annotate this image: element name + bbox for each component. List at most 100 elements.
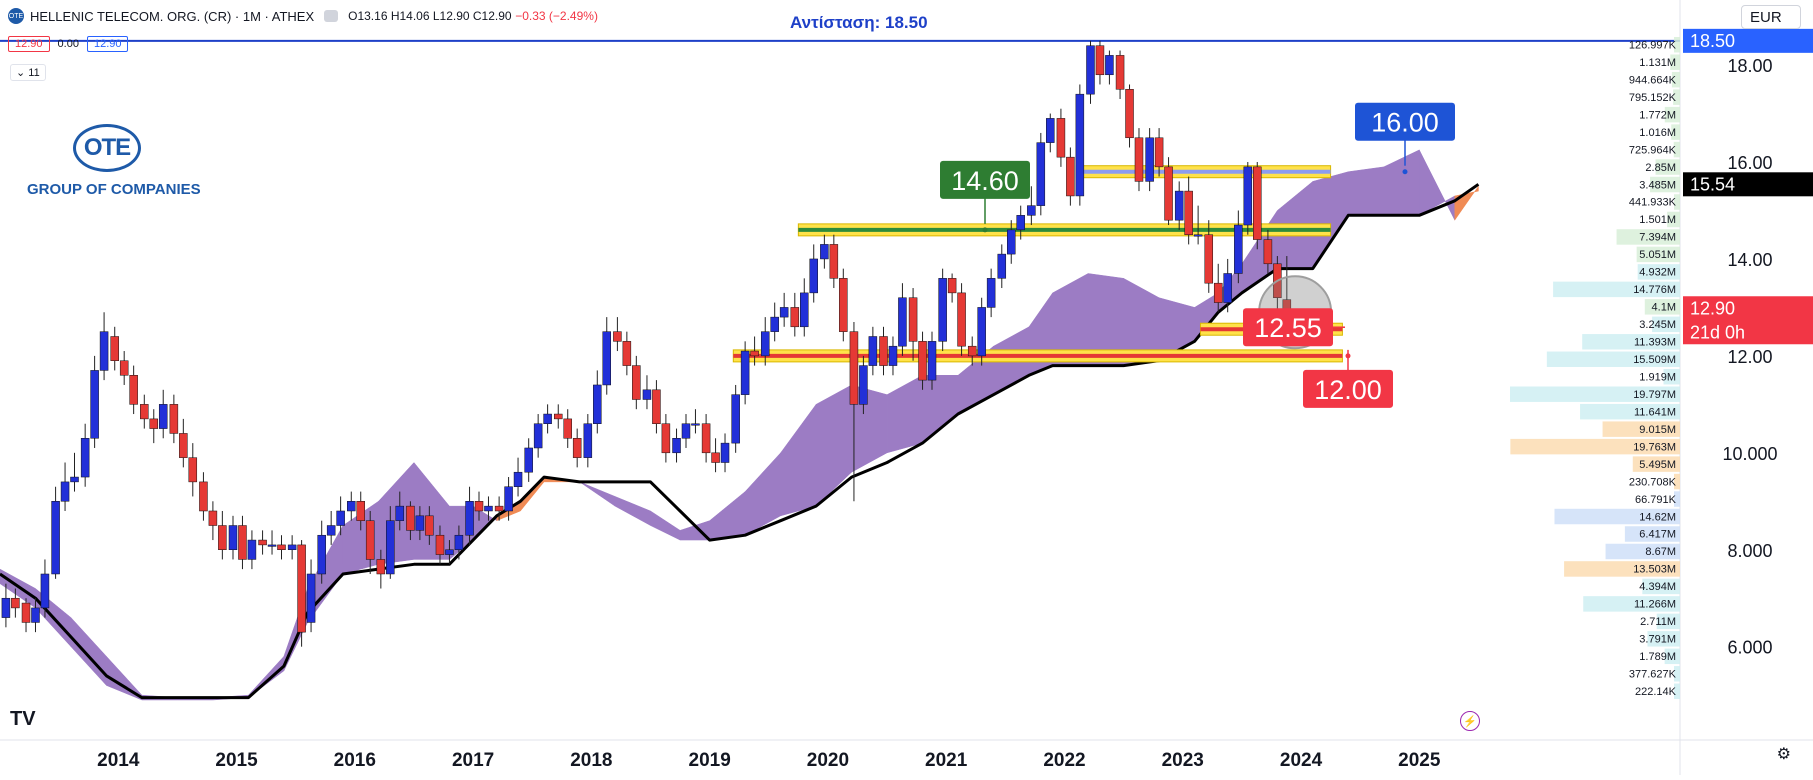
candle	[494, 505, 504, 512]
candle	[21, 602, 31, 623]
volume-profile-label: 19.763M	[1633, 441, 1676, 453]
candle	[1105, 55, 1114, 76]
price-badge-label: 12.90	[1690, 298, 1735, 318]
candle	[1234, 224, 1243, 274]
x-tick-label: 2017	[452, 750, 494, 771]
candle	[1016, 215, 1025, 231]
candle	[947, 278, 957, 294]
x-tick-label: 2021	[925, 750, 968, 771]
volume-profile-label: 4.394M	[1639, 581, 1676, 593]
candle	[1145, 137, 1154, 182]
level-14.60-label: 14.60	[951, 166, 1019, 196]
ote-small-icon: OTE	[8, 8, 24, 24]
candle	[1243, 166, 1253, 226]
bid-button[interactable]: 12.90	[8, 36, 50, 52]
ichimoku-cloud-segment	[614, 496, 651, 526]
candle	[1125, 89, 1134, 139]
volume-profile-bar	[1510, 386, 1680, 402]
volume-profile-bar	[1602, 421, 1680, 437]
level-14.60-anchor	[982, 227, 988, 233]
symbol-header[interactable]: OTE HELLENIC TELECOM. ORG. (CR) · 1M · A…	[8, 6, 598, 26]
volume-profile-bar	[1636, 246, 1680, 263]
candle	[829, 244, 839, 279]
candle	[720, 442, 730, 463]
candle	[652, 389, 661, 424]
candle	[986, 278, 996, 308]
candle	[691, 423, 700, 426]
tradingview-logo[interactable]: TV	[10, 708, 36, 730]
volume-profile-label: 11.393M	[1634, 337, 1676, 349]
candle	[326, 525, 336, 536]
candle	[356, 501, 365, 521]
candle	[258, 539, 267, 546]
volume-profile-label: 1.919M	[1639, 371, 1676, 383]
volume-profile-label: 230.708K	[1629, 476, 1677, 488]
y-tick-label: 18.00	[1727, 56, 1772, 76]
candle	[839, 278, 848, 332]
x-tick-label: 2018	[570, 750, 612, 771]
candle	[454, 534, 464, 551]
candle	[1164, 166, 1173, 221]
candle	[820, 244, 829, 260]
price-badge-timer: 21d 0h	[1690, 322, 1745, 342]
gear-icon[interactable]: ⚙	[1776, 746, 1791, 763]
ichimoku-cloud-segment	[1348, 166, 1385, 216]
volume-profile-label: 377.627K	[1629, 669, 1677, 681]
ask-button[interactable]: 12.90	[86, 36, 129, 52]
candle	[70, 476, 79, 483]
volume-profile-label: 15.509M	[1633, 354, 1676, 366]
candle	[504, 486, 513, 512]
candle	[1154, 137, 1164, 168]
candle	[1006, 229, 1016, 255]
candle	[277, 544, 286, 551]
candle	[622, 341, 632, 366]
candle	[898, 297, 907, 347]
candle	[1115, 55, 1125, 90]
candle	[554, 413, 563, 420]
volume-profile-label: 1.016M	[1639, 127, 1676, 139]
volume-profile-bar	[1564, 561, 1680, 577]
volume-profile-label: 795.152K	[1629, 92, 1677, 104]
ichimoku-cloud-segment	[1028, 292, 1053, 376]
group-tagline: GROUP OF COMPANIES	[27, 181, 201, 198]
volume-profile-bar	[1553, 281, 1680, 298]
lightning-icon[interactable]: ⚡	[1460, 711, 1480, 731]
volume-profile-label: 441.933K	[1629, 197, 1677, 209]
currency-selector[interactable]: EUR	[1741, 5, 1801, 29]
volume-profile-bar	[1580, 403, 1680, 420]
x-tick-label: 2022	[1043, 750, 1085, 771]
candle	[238, 525, 247, 560]
volume-profile-label: 126.997K	[1629, 39, 1677, 51]
volume-profile-bar	[1664, 648, 1680, 665]
volume-profile-bar	[1655, 159, 1680, 175]
price-badge	[1683, 28, 1813, 53]
symbol-title[interactable]: HELLENIC TELECOM. ORG. (CR) · 1M · ATHEX	[30, 8, 315, 24]
candle	[435, 534, 445, 555]
candle	[51, 501, 60, 575]
indicators-toggle[interactable]: ⌄ 11	[10, 64, 46, 81]
currency-label: EUR	[1750, 8, 1782, 26]
eye-icon[interactable]	[324, 10, 339, 22]
volume-profile-bar	[1583, 596, 1680, 612]
candle	[938, 278, 947, 342]
volume-profile-bar	[1671, 71, 1680, 88]
candle	[1036, 142, 1046, 206]
volume-profile-bar	[1605, 543, 1680, 560]
candle	[613, 331, 622, 342]
volume-profile-label: 725.964K	[1629, 144, 1677, 156]
volume-profile-label: 11.266M	[1634, 599, 1676, 611]
candle	[859, 365, 868, 405]
volume-profile-label: 14.776M	[1633, 284, 1676, 296]
candle	[80, 438, 90, 478]
candle	[60, 481, 70, 502]
volume-profile-bar	[1674, 491, 1680, 507]
volume-profile-bar	[1647, 631, 1680, 647]
level-16.00-anchor	[1402, 169, 1408, 175]
candle	[395, 505, 405, 521]
y-tick-label: 14.00	[1727, 250, 1772, 270]
candle	[809, 258, 818, 294]
candle	[1193, 234, 1203, 237]
volume-profile-label: 1.772M	[1639, 109, 1676, 121]
candle	[188, 457, 198, 483]
